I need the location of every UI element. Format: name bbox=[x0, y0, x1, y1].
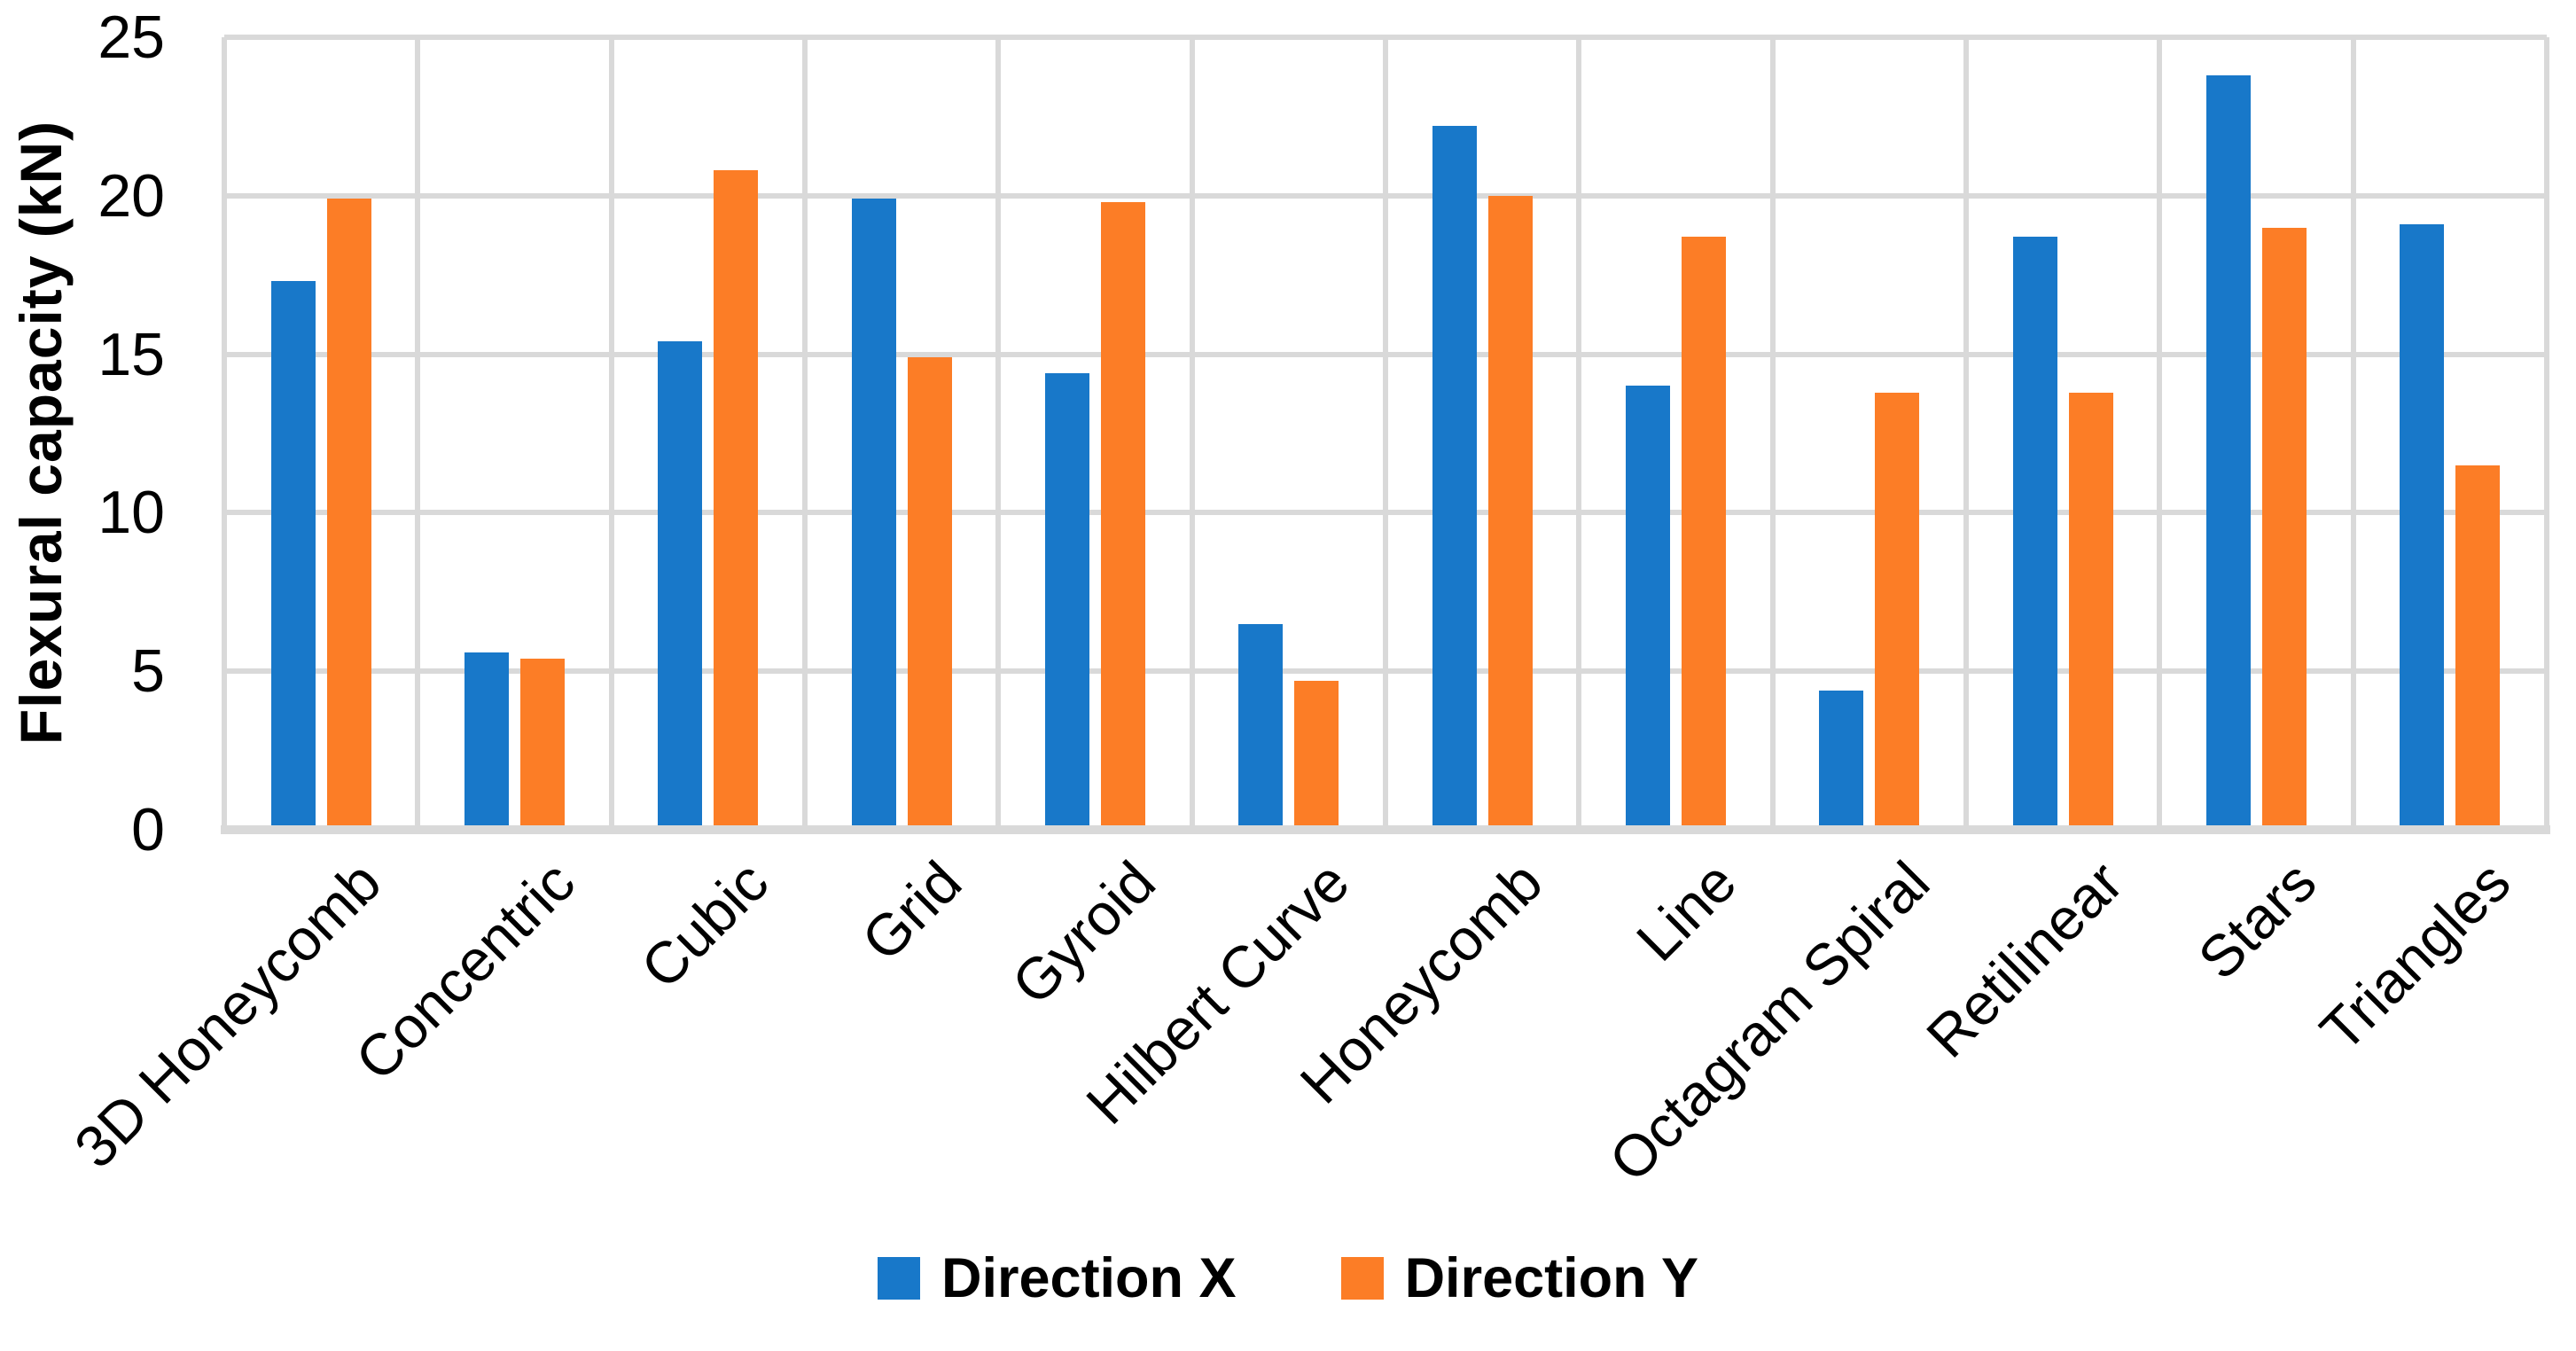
bar-direction-x-triangles bbox=[2400, 223, 2445, 830]
bar-direction-y-gyroid bbox=[1100, 201, 1145, 830]
y-tick-label-20: 20 bbox=[98, 161, 165, 230]
x-axis-line bbox=[221, 825, 2550, 834]
bar-direction-y-octagram-spiral bbox=[1875, 392, 1920, 830]
x-axis-label-3d-honeycomb: 3D Honeycomb bbox=[61, 848, 394, 1181]
gridline-x-12 bbox=[2544, 37, 2549, 830]
bar-group-grid bbox=[805, 37, 998, 830]
bar-group-retilinear bbox=[1966, 37, 2159, 830]
gridline-x-8 bbox=[1769, 37, 1776, 830]
bar-direction-y-3d-honeycomb bbox=[326, 199, 371, 830]
bar-direction-y-stars bbox=[2261, 227, 2307, 830]
bar-direction-x-octagram-spiral bbox=[1819, 690, 1864, 830]
x-axis-label-retilinear: Retilinear bbox=[1914, 848, 2135, 1070]
bar-group-octagram-spiral bbox=[1773, 37, 1966, 830]
bar-groups bbox=[224, 37, 2547, 830]
y-tick-label-5: 5 bbox=[131, 637, 165, 706]
legend-swatch-direction-x bbox=[877, 1257, 920, 1300]
bar-direction-x-stars bbox=[2205, 74, 2251, 830]
bar-direction-x-3d-honeycomb bbox=[270, 281, 316, 830]
bar-group-cubic bbox=[612, 37, 805, 830]
y-tick-label-25: 25 bbox=[98, 4, 165, 71]
bar-direction-y-honeycomb bbox=[1487, 195, 1533, 830]
x-axis-label-stars: Stars bbox=[2185, 848, 2330, 992]
bar-direction-x-cubic bbox=[658, 341, 703, 830]
gridline-x-11 bbox=[2350, 37, 2356, 830]
gridline-x-1 bbox=[415, 37, 421, 830]
y-tick-label-15: 15 bbox=[98, 320, 165, 388]
x-axis-label-cubic: Cubic bbox=[628, 848, 781, 1001]
gridline-x-4 bbox=[995, 37, 1002, 830]
bar-direction-x-concentric bbox=[464, 652, 509, 830]
gridline-x-0 bbox=[222, 37, 227, 830]
bar-direction-y-line bbox=[1681, 237, 1726, 830]
bar-direction-y-cubic bbox=[714, 170, 759, 830]
bar-direction-x-retilinear bbox=[2012, 237, 2057, 830]
y-tick-label-10: 10 bbox=[98, 479, 165, 547]
legend-item-direction-y: Direction Y bbox=[1340, 1246, 1698, 1310]
bar-direction-y-triangles bbox=[2455, 465, 2501, 830]
bar-direction-y-grid bbox=[907, 357, 952, 830]
gridline-x-2 bbox=[608, 37, 614, 830]
bar-direction-x-grid bbox=[851, 199, 896, 830]
gridline-x-9 bbox=[1963, 37, 1969, 830]
bar-group-3d-honeycomb bbox=[224, 37, 418, 830]
y-tick-label-0: 0 bbox=[131, 796, 165, 863]
legend-item-direction-x: Direction X bbox=[877, 1246, 1237, 1310]
bar-direction-x-hilbert-curve bbox=[1238, 623, 1284, 830]
x-axis-label-gyroid: Gyroid bbox=[999, 848, 1168, 1018]
gridline-x-10 bbox=[2157, 37, 2163, 830]
bar-group-gyroid bbox=[998, 37, 1191, 830]
gridline-x-3 bbox=[802, 37, 808, 830]
legend-label-direction-x: Direction X bbox=[941, 1247, 1237, 1309]
legend: Direction X Direction Y bbox=[0, 1246, 2576, 1310]
legend-swatch-direction-y bbox=[1340, 1257, 1384, 1300]
y-axis-tick-labels: 0 5 10 15 20 25 bbox=[0, 7, 165, 860]
x-axis-label-grid: Grid bbox=[849, 848, 974, 973]
gridline-x-5 bbox=[1189, 37, 1195, 830]
x-axis-label-triangles: Triangles bbox=[2307, 848, 2523, 1064]
bar-group-triangles bbox=[2354, 37, 2547, 830]
bar-group-concentric bbox=[418, 37, 611, 830]
gridline-x-7 bbox=[1576, 37, 1582, 830]
gridline-x-6 bbox=[1383, 37, 1388, 830]
bar-direction-y-hilbert-curve bbox=[1294, 680, 1339, 830]
bar-group-stars bbox=[2159, 37, 2353, 830]
plot-area bbox=[221, 35, 2550, 834]
bar-group-hilbert-curve bbox=[1192, 37, 1386, 830]
bar-group-honeycomb bbox=[1386, 37, 1579, 830]
bar-direction-x-line bbox=[1625, 386, 1670, 830]
legend-label-direction-y: Direction Y bbox=[1404, 1247, 1698, 1309]
bar-direction-y-retilinear bbox=[2068, 392, 2113, 830]
bar-direction-x-honeycomb bbox=[1432, 126, 1477, 830]
bar-direction-x-gyroid bbox=[1044, 373, 1089, 830]
x-axis-label-line: Line bbox=[1623, 848, 1749, 973]
bar-group-line bbox=[1579, 37, 1772, 830]
bar-direction-y-concentric bbox=[519, 658, 565, 830]
